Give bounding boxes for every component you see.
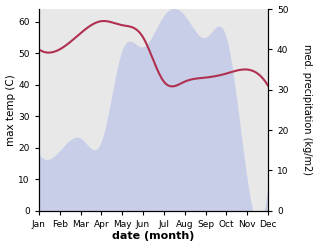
X-axis label: date (month): date (month)	[112, 231, 195, 242]
Y-axis label: med. precipitation (kg/m2): med. precipitation (kg/m2)	[302, 44, 313, 175]
Y-axis label: max temp (C): max temp (C)	[5, 74, 16, 146]
